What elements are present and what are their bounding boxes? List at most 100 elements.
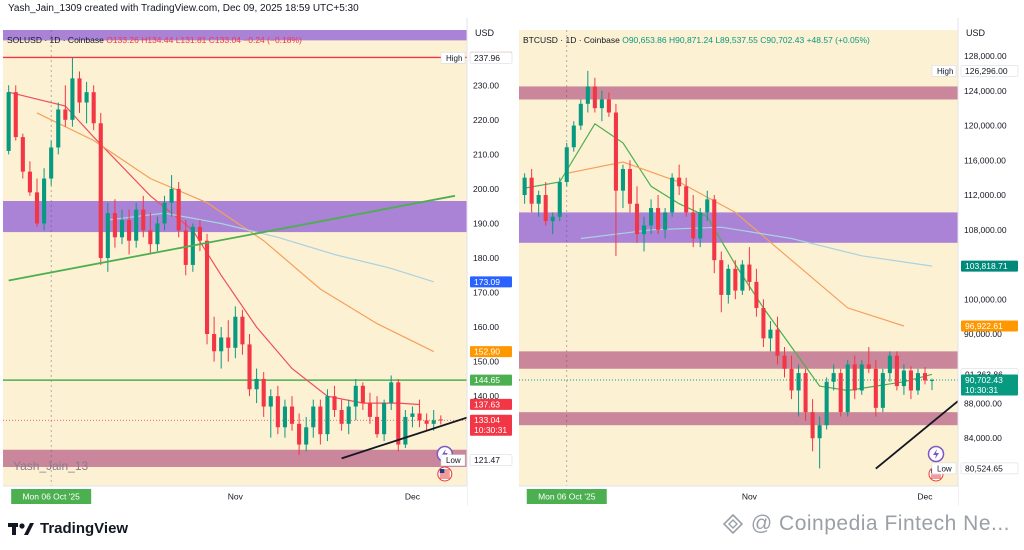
c0-candle-30[interactable] xyxy=(219,327,224,369)
c0-candle-32[interactable] xyxy=(233,306,238,359)
c0-candle-35[interactable] xyxy=(254,368,259,404)
c0-candle-43[interactable] xyxy=(311,399,316,438)
c0-candle-28[interactable] xyxy=(204,233,210,345)
c0-candle-3[interactable] xyxy=(27,161,32,196)
c0-candle-4[interactable] xyxy=(34,178,40,227)
c0-candle-45[interactable] xyxy=(325,389,330,442)
c0-candle-8[interactable] xyxy=(63,85,68,127)
c0-candle-34[interactable] xyxy=(247,334,252,397)
c1-candle-31[interactable] xyxy=(740,260,745,295)
c1-candle-44[interactable] xyxy=(831,364,836,391)
c0-candle-40[interactable] xyxy=(289,396,295,431)
c1-candle-51[interactable] xyxy=(880,368,885,413)
c1-candle-46[interactable] xyxy=(845,360,850,417)
c1-candle-22[interactable] xyxy=(677,164,682,196)
c1-price-tag-0[interactable]: High 126,296.00 xyxy=(931,65,1019,77)
c0-candle-10[interactable] xyxy=(77,71,82,113)
c0-candle-56[interactable] xyxy=(403,410,408,448)
c1-candle-23[interactable] xyxy=(684,177,689,217)
c0-candle-58[interactable] xyxy=(417,399,422,428)
c0-candle-1[interactable] xyxy=(13,85,18,141)
c1-candle-45[interactable] xyxy=(838,368,843,417)
c0-candle-20[interactable] xyxy=(148,213,153,255)
c0-candle-37[interactable] xyxy=(268,389,273,438)
tradingview-logo[interactable]: TradingView xyxy=(8,520,128,537)
c1-price-tag-2[interactable]: 96,922.61 xyxy=(961,320,1018,332)
c1-candle-57[interactable] xyxy=(922,367,928,385)
c1-candle-13[interactable] xyxy=(613,103,618,256)
c1-candle-35[interactable] xyxy=(768,320,773,352)
c1-candle-10[interactable] xyxy=(592,77,597,113)
c0-candle-48[interactable] xyxy=(346,399,351,435)
c1-candle-7[interactable] xyxy=(571,121,576,152)
c1-candle-20[interactable] xyxy=(663,208,668,239)
c1-candle-41[interactable] xyxy=(810,399,815,452)
c1-candle-39[interactable] xyxy=(796,364,801,417)
c0-candle-39[interactable] xyxy=(282,399,287,438)
c0-candle-26[interactable] xyxy=(190,223,195,272)
c1-candle-48[interactable] xyxy=(859,360,864,395)
sol-chart-pane[interactable]: SOLUSD · 1D · Coinbase O133.26 H134.44 L… xyxy=(3,18,515,506)
c0-candle-50[interactable] xyxy=(360,382,365,410)
c0-price-tag-7[interactable]: Low 121.47 xyxy=(440,454,513,466)
c1-candle-37[interactable] xyxy=(782,347,787,378)
c1-candle-40[interactable] xyxy=(803,368,808,421)
c0-candle-18[interactable] xyxy=(134,202,139,248)
c0-candle-44[interactable] xyxy=(318,399,323,445)
c0-candle-12[interactable] xyxy=(91,85,96,131)
c1-candle-53[interactable] xyxy=(894,351,899,391)
c1-candle-28[interactable] xyxy=(719,251,724,313)
c1-candle-54[interactable] xyxy=(901,364,906,395)
c1-candle-47[interactable] xyxy=(852,355,857,400)
c1-price-axis[interactable]: USD 128,000.00 124,000.00 120,000.00 116,000… xyxy=(931,18,1021,506)
c1-chart-svg[interactable]: BTCUSD · 1D · Coinbase O90,653.86 H90,87… xyxy=(519,18,1021,506)
c1-candle-36[interactable] xyxy=(775,316,780,365)
c0-candle-31[interactable] xyxy=(226,320,231,362)
c0-candle-19[interactable] xyxy=(141,195,146,238)
c1-candle-52[interactable] xyxy=(887,351,892,382)
c1-candle-14[interactable] xyxy=(620,164,625,209)
c1-candle-24[interactable] xyxy=(691,195,696,248)
c0-candle-57[interactable] xyxy=(410,406,415,428)
c0-candle-13[interactable] xyxy=(98,112,103,265)
c0-candle-27[interactable] xyxy=(197,220,202,252)
c0-candle-33[interactable] xyxy=(240,309,245,355)
c1-candle-16[interactable] xyxy=(634,186,640,243)
c1-candle-12[interactable] xyxy=(606,92,611,117)
c1-candle-4[interactable] xyxy=(550,212,555,235)
c1-candle-56[interactable] xyxy=(915,368,921,395)
c0-price-tag-2[interactable]: 173.09 xyxy=(470,276,512,288)
c0-candle-9[interactable] xyxy=(70,57,75,127)
c0-candle-60[interactable] xyxy=(431,410,436,431)
c1-candle-1[interactable] xyxy=(529,168,534,213)
c0-price-axis[interactable]: USD 230.00 220.00 210.00 200.00 190.00 180.00 1… xyxy=(440,18,515,506)
c1-candle-5[interactable] xyxy=(557,177,562,222)
c0-trendline-0[interactable] xyxy=(8,194,456,282)
c1-candle-49[interactable] xyxy=(866,347,871,374)
c1-candle-0[interactable] xyxy=(522,173,527,204)
c1-candle-26[interactable] xyxy=(705,190,710,222)
c1-candle-9[interactable] xyxy=(585,70,590,113)
c0-candle-49[interactable] xyxy=(353,378,358,421)
c1-candle-18[interactable] xyxy=(649,199,654,235)
c1-candle-8[interactable] xyxy=(578,99,583,130)
c1-candle-6[interactable] xyxy=(564,142,569,187)
c0-candle-53[interactable] xyxy=(382,399,387,442)
btc-chart-pane[interactable]: BTCUSD · 1D · Coinbase O90,653.86 H90,87… xyxy=(519,18,1021,506)
c0-price-tag-5[interactable]: 137.63 xyxy=(470,398,512,410)
c1-candle-29[interactable] xyxy=(726,264,731,304)
c1-candle-11[interactable] xyxy=(599,90,604,122)
c0-candle-11[interactable] xyxy=(84,81,89,124)
c1-candle-33[interactable] xyxy=(754,268,759,317)
c0-candle-46[interactable] xyxy=(332,385,337,417)
c0-candle-47[interactable] xyxy=(339,399,344,431)
c1-candle-43[interactable] xyxy=(824,377,829,430)
c0-candle-7[interactable] xyxy=(56,102,61,155)
c0-us-flag-icon[interactable] xyxy=(437,466,453,482)
c0-candle-54[interactable] xyxy=(389,375,394,410)
c0-candle-5[interactable] xyxy=(42,168,47,231)
c0-candle-52[interactable] xyxy=(374,396,380,438)
c1-candle-3[interactable] xyxy=(543,182,548,226)
